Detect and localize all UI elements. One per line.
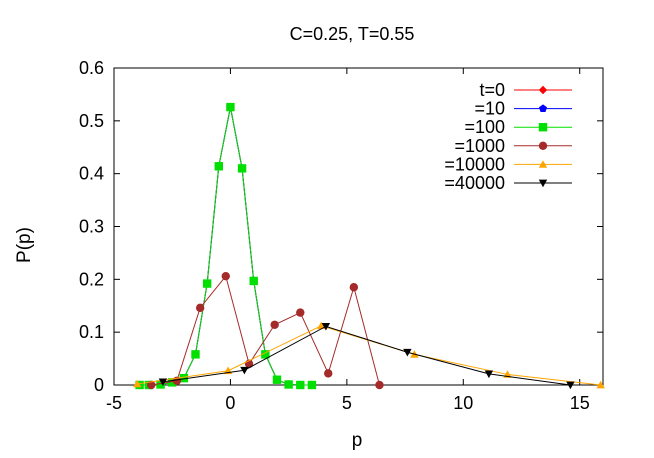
data-point [214,162,223,171]
x-tick-label: 0 [225,393,235,413]
data-point [375,380,384,390]
x-axis-label: p [352,430,363,451]
data-point [566,381,575,390]
y-tick-label: 0.3 [79,217,104,237]
data-point [307,380,317,390]
data-point [168,378,177,387]
series-line [137,325,601,386]
data-point [221,271,230,281]
legend-label: =100 [464,117,505,137]
y-tick-label: 0 [94,375,104,395]
data-point [156,380,165,389]
series-4 [133,321,605,389]
data-point [240,366,249,375]
data-point [284,380,293,389]
x-tick-label: -5 [106,393,122,413]
data-point [158,378,168,387]
legend-label: =40000 [444,173,505,193]
data-point [202,279,212,288]
legend-marker [538,141,548,150]
x-tick-label: 15 [570,393,590,413]
y-tick-label: 0.6 [79,58,104,78]
data-point [237,164,247,173]
data-point [349,283,359,292]
x-tick-label: 5 [342,393,352,413]
data-point [403,348,412,357]
series-line [139,107,312,386]
y-tick-label: 0.5 [79,111,104,131]
legend: t=0=10=100=1000=10000=40000 [444,80,572,193]
legend-marker [538,123,548,132]
chart-title: C=0.25, T=0.55 [290,24,415,44]
data-point [324,369,333,378]
data-point [226,102,235,112]
legend-label: t=0 [479,80,505,100]
data-point [179,373,189,383]
x-tick-label: 10 [453,393,473,413]
y-tick-label: 0.1 [79,322,104,342]
data-point [596,380,605,389]
data-point [270,320,279,329]
y-tick-label: 0.2 [79,269,104,289]
data-point [249,276,258,286]
legend-label: =10 [474,99,505,119]
legend-label: =10000 [444,154,505,174]
data-point [133,379,142,388]
y-axis-label: P(p) [14,227,35,263]
legend-marker [539,104,547,112]
series-3 [147,271,384,390]
series-line [162,325,571,386]
legend-marker [538,160,548,168]
data-point [272,375,282,384]
data-point [147,380,156,390]
legend-label: =1000 [454,136,505,156]
series-1 [135,102,316,389]
legend-marker [538,179,548,188]
data-point [321,322,331,331]
data-point [484,370,494,379]
series-5 [158,322,575,390]
series-line [151,275,380,386]
y-tick-label: 0.4 [79,164,104,184]
data-point [261,350,270,359]
data-point [191,350,200,359]
plot-area: -5 0 5 10 1500.10.20.30.40.50.6t=0=10=100=10… [79,58,605,413]
data-point [296,308,305,317]
data-point [195,303,205,313]
legend-marker [538,85,548,95]
data-point [296,380,305,390]
